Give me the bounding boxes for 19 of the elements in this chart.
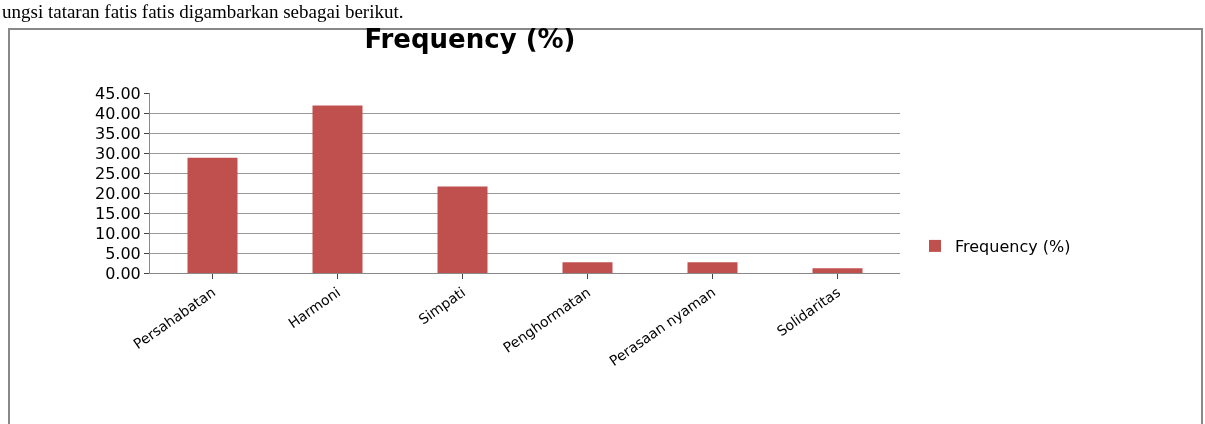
bar — [437, 186, 488, 273]
bar — [312, 105, 363, 273]
y-tick-label: 20.00 — [94, 183, 141, 203]
y-tick-label: 35.00 — [94, 123, 141, 143]
text: ungsi tataran fatis fatis digambarkan sebagai berikut. — [2, 1, 404, 23]
bar — [187, 157, 238, 273]
bar — [687, 262, 738, 273]
y-tick-label: 0.00 — [105, 263, 141, 283]
y-tick-label: 30.00 — [94, 143, 141, 163]
y-tick-label: 15.00 — [94, 203, 141, 223]
y-tick-label: 5.00 — [105, 243, 141, 263]
bar — [562, 262, 613, 273]
y-tick-label: 40.00 — [94, 103, 141, 123]
y-tick-label: 10.00 — [94, 223, 141, 243]
y-tick-label: 25.00 — [94, 163, 141, 183]
y-tick-label: 45.00 — [94, 83, 141, 103]
bar — [812, 268, 863, 273]
legend-label: Frequency (%) — [955, 237, 1071, 257]
chart-title: Frequency (%) — [364, 23, 576, 54]
